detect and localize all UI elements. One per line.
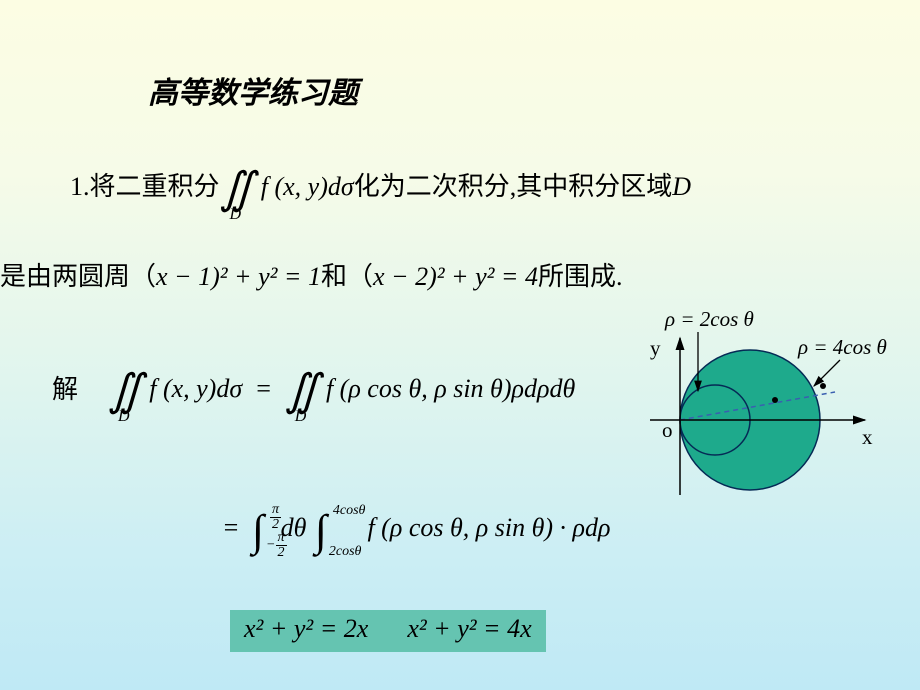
text: 和（ [321, 262, 373, 291]
outer-upper: π2 [270, 503, 281, 532]
page-title: 高等数学练习题 [148, 68, 358, 112]
problem-line-2: 是由两圆周（x − 1)² + y² = 1和（x − 2)² + y² = 4… [0, 256, 622, 293]
y-axis-label: y [650, 336, 661, 361]
eq-a: x² + y² = 2x [244, 614, 368, 643]
inner-lower: 2cosθ [329, 544, 362, 560]
rhs-integrand: f (ρ cos θ, ρ sin θ)ρdρdθ [326, 374, 575, 403]
text: 1.将二重积分 [70, 172, 220, 201]
inner-integrand: f (ρ cos θ, ρ sin θ) · ρdρ [367, 513, 610, 542]
double-integral-lhs: ∬D [108, 371, 143, 411]
circle2: x − 2)² + y² = 4 [373, 262, 538, 291]
double-integral: ∬D [220, 169, 255, 209]
eq-b: x² + y² = 4x [407, 614, 531, 643]
sub: D [295, 410, 307, 424]
text: 是由两圆周（ [0, 262, 156, 291]
inner-upper: 4cosθ [333, 503, 366, 519]
circle1: x − 1)² + y² = 1 [156, 262, 321, 291]
equals: = [222, 513, 240, 542]
problem-line-1: 1.将二重积分∬D f (x, y)dσ化为二次积分,其中积分区域D [70, 166, 691, 209]
outer-lower: −π2 [266, 531, 286, 560]
double-integral-rhs: ∬D [285, 371, 320, 411]
sub: D [118, 410, 130, 424]
text: 化为二次积分,其中积分区域 [354, 172, 673, 201]
rho2-label: ρ = 4cos θ [798, 335, 887, 360]
integrand: f (x, y)dσ [261, 172, 354, 201]
domain-var: D [672, 172, 691, 201]
lhs-integrand: f (x, y)dσ [149, 374, 242, 403]
rho1-label: ρ = 2cos θ [665, 307, 754, 332]
polar-diagram: ρ = 2cos θ ρ = 4cos θ y x o [640, 310, 920, 510]
x-axis-label: x [862, 425, 873, 450]
inner-integral: ∫ 2cosθ 4cosθ [315, 505, 327, 556]
text: 所围成. [538, 262, 623, 291]
solution-label: 解 [52, 369, 78, 406]
equation-2: = ∫ −π2 π2 dθ ∫ 2cosθ 4cosθ f (ρ cos θ, … [222, 505, 610, 556]
highlight-box: x² + y² = 2x x² + y² = 4x [230, 610, 546, 652]
equation-1: ∬D f (x, y)dσ = ∬D f (ρ cos θ, ρ sin θ)ρ… [108, 371, 575, 411]
outer-integral: ∫ −π2 π2 [252, 505, 264, 556]
integral-sub: D [230, 208, 242, 222]
equals: = [255, 374, 273, 403]
origin-label: o [662, 418, 673, 443]
